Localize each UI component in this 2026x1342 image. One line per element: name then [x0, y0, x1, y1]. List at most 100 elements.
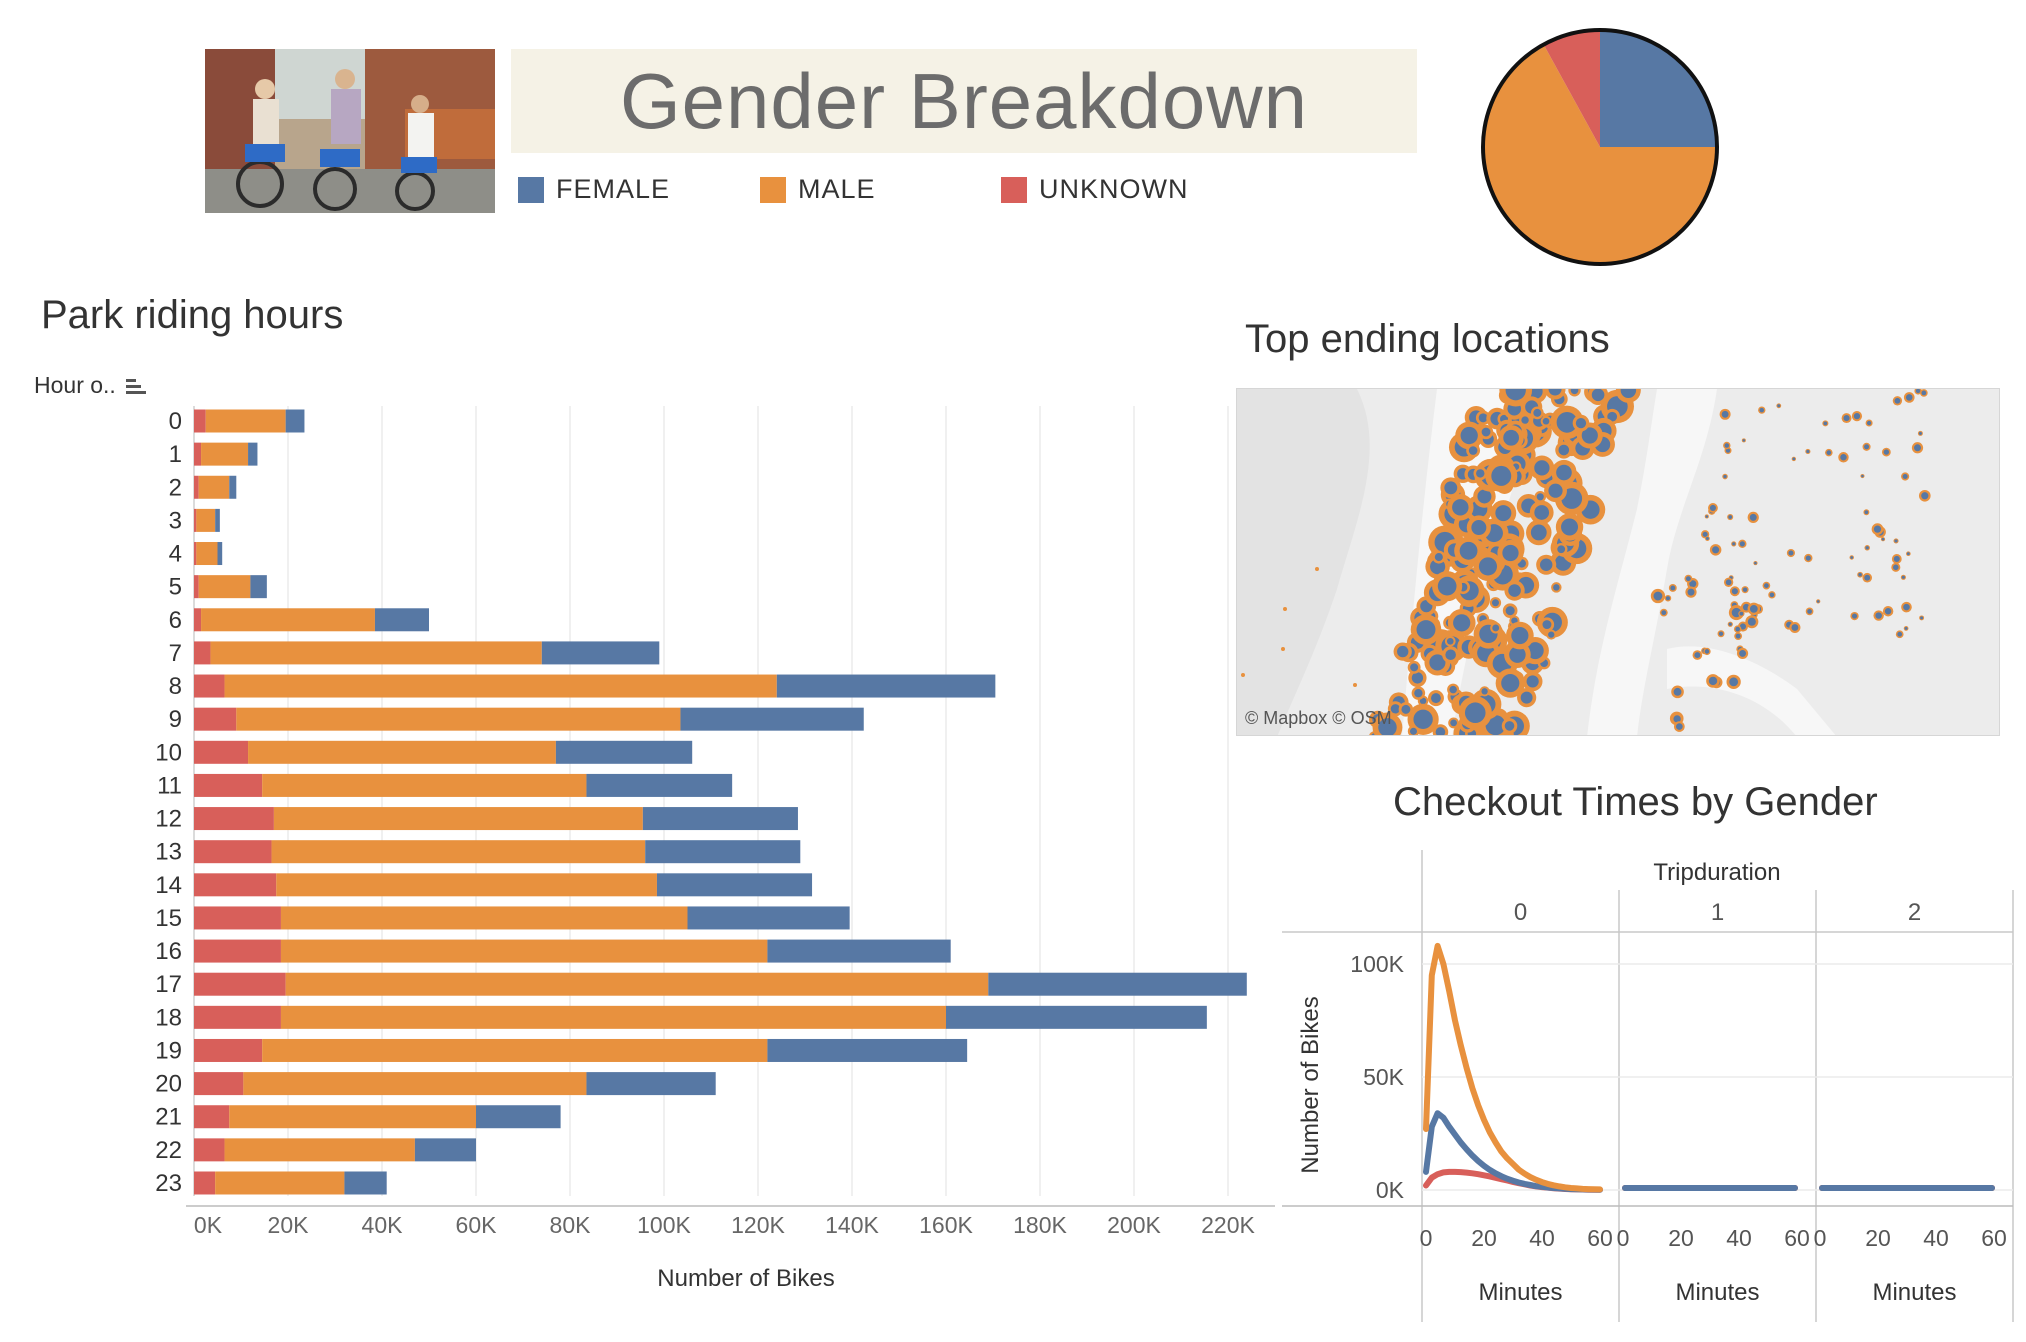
bar-male-hour-8[interactable] [224, 674, 777, 698]
map-location-dot-center [1481, 427, 1491, 437]
bar-female-hour-7[interactable] [541, 641, 660, 665]
bar-male-hour-21[interactable] [229, 1105, 476, 1129]
bar-unknown-hour-5[interactable] [194, 575, 199, 599]
map-location-dot-center [1556, 411, 1578, 433]
map-location-dot-center [1401, 704, 1411, 714]
bar-unknown-hour-21[interactable] [194, 1105, 230, 1129]
gender-pie-chart[interactable] [1478, 25, 1722, 269]
sort-icon[interactable] [125, 377, 146, 395]
bar-male-hour-18[interactable] [280, 1005, 946, 1029]
bar-male-hour-10[interactable] [248, 740, 556, 764]
bar-male-hour-4[interactable] [196, 542, 218, 566]
bar-female-hour-6[interactable] [374, 608, 429, 632]
bar-female-hour-21[interactable] [476, 1105, 561, 1129]
pie-slice-unknown[interactable] [1543, 30, 1600, 147]
bar-male-hour-14[interactable] [276, 873, 657, 897]
hour-axis-header[interactable]: Hour o.. [34, 372, 146, 399]
bar-unknown-hour-20[interactable] [194, 1072, 244, 1096]
map-location-dot-center [1561, 518, 1579, 536]
bar-male-hour-5[interactable] [198, 575, 251, 599]
map-location-dot[interactable] [1283, 607, 1287, 611]
bar-male-hour-13[interactable] [271, 840, 646, 864]
bar-unknown-hour-17[interactable] [194, 972, 286, 996]
bar-male-hour-15[interactable] [280, 906, 688, 930]
bar-unknown-hour-8[interactable] [194, 674, 225, 698]
top-ending-locations-map[interactable]: © Mapbox © OSM [1236, 388, 2000, 736]
bar-female-hour-13[interactable] [645, 840, 801, 864]
bar-male-hour-9[interactable] [236, 707, 681, 731]
bar-male-hour-17[interactable] [285, 972, 989, 996]
bar-female-hour-8[interactable] [776, 674, 996, 698]
map-location-dot-center [1788, 550, 1794, 556]
bar-female-hour-14[interactable] [656, 873, 813, 897]
map-location-dot[interactable] [1281, 647, 1285, 651]
bar-female-hour-5[interactable] [250, 575, 267, 599]
bar-unknown-hour-15[interactable] [194, 906, 281, 930]
bar-male-hour-16[interactable] [280, 939, 768, 963]
bar-male-hour-3[interactable] [196, 508, 216, 532]
bar-female-hour-4[interactable] [217, 542, 223, 566]
bar-unknown-hour-13[interactable] [194, 840, 272, 864]
bar-female-hour-18[interactable] [946, 1005, 1207, 1029]
map-location-dot-center [1702, 531, 1708, 537]
legend-item-unknown[interactable]: UNKNOWN [1001, 174, 1189, 205]
bar-female-hour-19[interactable] [767, 1038, 968, 1062]
legend-item-male[interactable]: MALE [760, 174, 876, 205]
map-location-dot[interactable] [1315, 567, 1319, 571]
bar-unknown-hour-6[interactable] [194, 608, 202, 632]
bar-female-hour-17[interactable] [988, 972, 1247, 996]
bar-male-hour-2[interactable] [198, 475, 230, 499]
pie-slice-male[interactable] [1483, 44, 1717, 264]
bar-female-hour-23[interactable] [344, 1171, 387, 1195]
bar-male-hour-1[interactable] [201, 442, 249, 466]
bar-unknown-hour-1[interactable] [194, 442, 202, 466]
bar-female-hour-2[interactable] [229, 475, 237, 499]
bar-female-hour-15[interactable] [687, 906, 850, 930]
bar-unknown-hour-18[interactable] [194, 1005, 281, 1029]
map-location-dot[interactable] [1241, 673, 1245, 677]
map-location-dot[interactable] [1353, 683, 1357, 687]
y-tick-label: 20 [155, 1071, 182, 1098]
bar-unknown-hour-7[interactable] [194, 641, 211, 665]
bar-female-hour-9[interactable] [680, 707, 864, 731]
line-male-panel-0[interactable] [1423, 942, 1603, 1193]
bar-unknown-hour-23[interactable] [194, 1171, 216, 1195]
y-tick-label: 11 [157, 772, 182, 799]
bar-female-hour-12[interactable] [642, 807, 798, 831]
bar-female-hour-0[interactable] [285, 409, 305, 433]
bar-male-hour-6[interactable] [201, 608, 375, 632]
bar-male-hour-22[interactable] [224, 1138, 415, 1162]
bar-unknown-hour-19[interactable] [194, 1038, 263, 1062]
bar-male-hour-7[interactable] [210, 641, 542, 665]
bar-unknown-hour-12[interactable] [194, 807, 274, 831]
bar-unknown-hour-2[interactable] [194, 475, 199, 499]
bar-unknown-hour-4[interactable] [194, 542, 197, 566]
bar-male-hour-23[interactable] [215, 1171, 345, 1195]
bar-female-hour-11[interactable] [586, 773, 733, 797]
bar-unknown-hour-14[interactable] [194, 873, 277, 897]
bar-unknown-hour-3[interactable] [194, 508, 197, 532]
bar-female-hour-3[interactable] [215, 508, 220, 532]
bar-female-hour-1[interactable] [248, 442, 258, 466]
map-location-dot-center [1591, 389, 1605, 402]
bar-unknown-hour-22[interactable] [194, 1138, 225, 1162]
bar-male-hour-12[interactable] [273, 807, 643, 831]
line-female-panel-0[interactable] [1423, 1110, 1603, 1193]
bar-unknown-hour-10[interactable] [194, 740, 249, 764]
bar-male-hour-0[interactable] [205, 409, 286, 433]
bar-unknown-hour-0[interactable] [194, 409, 206, 433]
pie-slice-female[interactable] [1600, 30, 1717, 147]
legend-item-female[interactable]: FEMALE [518, 174, 670, 205]
bar-male-hour-20[interactable] [243, 1072, 587, 1096]
bar-female-hour-16[interactable] [767, 939, 951, 963]
bar-unknown-hour-16[interactable] [194, 939, 281, 963]
bar-male-hour-19[interactable] [262, 1038, 768, 1062]
bar-unknown-hour-9[interactable] [194, 707, 237, 731]
bar-female-hour-10[interactable] [555, 740, 693, 764]
bar-male-hour-11[interactable] [262, 773, 587, 797]
map-credit[interactable]: © Mapbox © OSM [1245, 708, 1392, 728]
bar-female-hour-22[interactable] [414, 1138, 476, 1162]
bar-female-hour-20[interactable] [586, 1072, 716, 1096]
bar-unknown-hour-11[interactable] [194, 773, 263, 797]
map-location-dot-center [1444, 481, 1458, 495]
